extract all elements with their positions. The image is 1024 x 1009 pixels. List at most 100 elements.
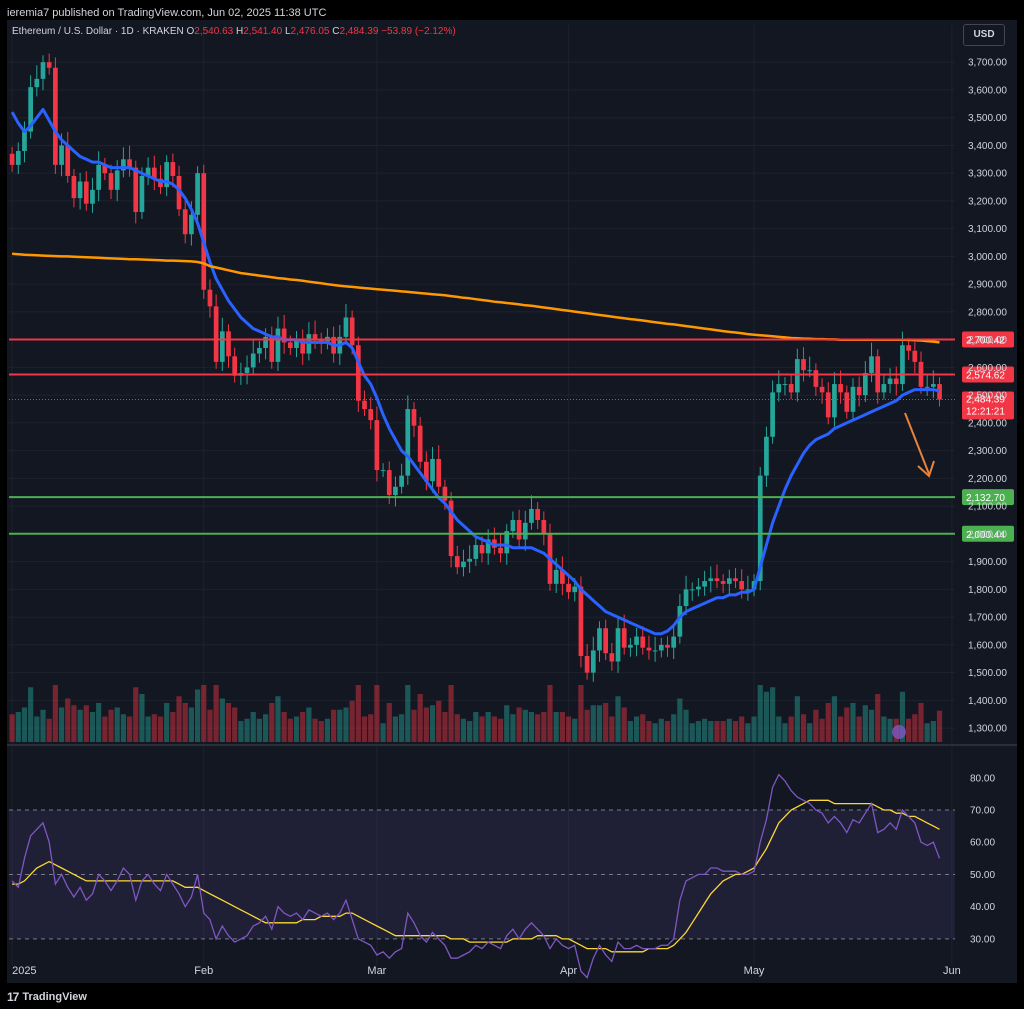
- rsi-axis[interactable]: 80.00 70.00 60.00 50.00 40.00 30.00: [970, 773, 995, 945]
- candle-body: [201, 173, 207, 290]
- volume-bar: [102, 716, 108, 742]
- volume-bar: [633, 716, 640, 742]
- volume-bar: [201, 685, 207, 742]
- volume-bar: [380, 723, 386, 742]
- volume-bar: [349, 700, 355, 742]
- candle-body: [813, 370, 819, 387]
- volume-bar: [800, 714, 807, 742]
- volume-bar: [219, 698, 225, 742]
- volume-bar: [831, 696, 838, 742]
- tradingview-footer: 17 TradingView: [7, 990, 87, 1004]
- price-tick-label: 1,400.00: [968, 696, 1007, 707]
- candle-body: [83, 181, 89, 204]
- candle-body: [535, 508, 540, 521]
- volume-bar: [912, 714, 918, 742]
- price-tick-label: 2,900.00: [968, 280, 1007, 291]
- close-value: 2,484.39: [339, 26, 379, 37]
- rsi-line: [11, 773, 941, 979]
- rsi-tick-label: 70.00: [970, 806, 995, 817]
- candle-body: [776, 384, 782, 393]
- volume-bar: [170, 712, 176, 742]
- volume-bar: [194, 689, 201, 742]
- candle-body: [516, 520, 522, 540]
- projection-arrow-icon: [904, 412, 930, 475]
- volume-bar: [306, 707, 312, 742]
- plot-background: [7, 20, 1017, 983]
- candle-body: [646, 647, 652, 651]
- candle-body: [250, 353, 256, 368]
- price-tick-label: 1,300.00: [968, 724, 1007, 735]
- candle-body: [362, 400, 367, 410]
- volume-bar: [71, 705, 77, 742]
- volume-bar: [516, 707, 522, 742]
- level-price-tag: [962, 366, 1014, 383]
- candle-body: [257, 347, 262, 354]
- candle-body: [176, 175, 182, 210]
- price-tick-label: 1,600.00: [968, 640, 1007, 651]
- volume-bar: [361, 716, 368, 742]
- tradingview-logo-icon: 17: [7, 990, 19, 1004]
- level-price-label: 2,574.62: [966, 370, 1005, 381]
- volume-bar: [15, 712, 21, 742]
- candle-body: [207, 289, 213, 307]
- candle-body: [9, 153, 15, 165]
- volume-bar: [794, 696, 800, 742]
- price-tick-label: 3,200.00: [968, 196, 1007, 207]
- price-tick-label: 3,600.00: [968, 85, 1007, 96]
- candle-body: [590, 650, 596, 673]
- candle-body: [232, 356, 238, 376]
- volume-bar: [126, 716, 133, 742]
- volume-bar: [491, 716, 497, 742]
- candle-body: [578, 586, 584, 656]
- open-label: O: [186, 26, 195, 37]
- volume-bar: [906, 718, 912, 742]
- volume-bar: [745, 723, 751, 742]
- candle-body: [572, 586, 578, 593]
- candle-body: [343, 317, 349, 337]
- high-label: H: [236, 26, 244, 37]
- candle-body: [90, 189, 95, 204]
- volume-bar: [207, 709, 213, 742]
- price-tick-label: 2,300.00: [968, 446, 1007, 457]
- volume-bar: [652, 723, 658, 742]
- candle-body: [448, 500, 454, 557]
- level-price-label: 2,700.42: [966, 336, 1005, 347]
- volume-bar: [572, 718, 578, 742]
- candle-body: [102, 164, 108, 174]
- candle-body: [825, 392, 831, 418]
- time-axis[interactable]: 2025 Feb Mar Apr May Jun: [12, 965, 961, 977]
- volume-bar: [436, 700, 442, 742]
- volume-bar: [108, 709, 114, 742]
- candle-body: [733, 578, 738, 582]
- candle-body: [609, 653, 615, 662]
- currency-button[interactable]: USD: [963, 24, 1005, 46]
- candle-body: [640, 636, 646, 648]
- volume-bar: [782, 723, 788, 742]
- volume-bar: [819, 718, 825, 742]
- volume-bar: [225, 703, 232, 742]
- candle-body: [59, 145, 64, 165]
- volume-bar: [763, 691, 770, 742]
- price-axis[interactable]: 3,700.00 3,600.00 3,500.00 3,400.00 3,300.00…: [968, 58, 1007, 735]
- candle-body: [689, 589, 695, 591]
- candle-body: [467, 558, 472, 562]
- volume-bar: [708, 721, 714, 742]
- volume-bar: [133, 687, 139, 742]
- rsi-tick-label: 30.00: [970, 934, 995, 945]
- countdown-label: 12:21:21: [966, 406, 1005, 417]
- volume-bar: [510, 714, 516, 742]
- volume-bar: [83, 705, 89, 742]
- volume-bar: [46, 718, 52, 742]
- candle-body: [844, 392, 850, 412]
- candle-body: [368, 409, 374, 421]
- candle-body: [924, 386, 930, 388]
- candle-body: [862, 372, 868, 396]
- volume-bar: [541, 712, 547, 742]
- candle-body: [263, 336, 268, 348]
- volume-bar: [739, 716, 745, 742]
- volume-bar: [324, 718, 331, 742]
- price-tick-label: 2,200.00: [968, 474, 1007, 485]
- volume-bar: [875, 694, 881, 742]
